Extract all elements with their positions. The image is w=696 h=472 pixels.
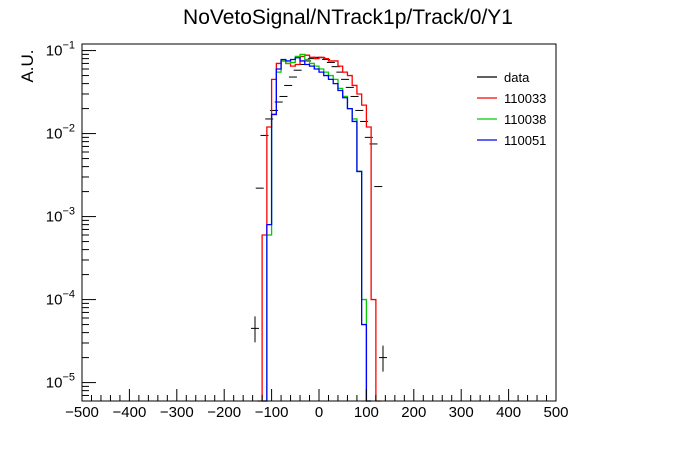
data-point	[251, 316, 260, 343]
data-point	[378, 345, 387, 372]
y-tick-label: 10−5	[46, 372, 75, 392]
x-tick-label: −500	[65, 404, 99, 421]
legend: data 110033 110038 110051	[477, 70, 546, 148]
x-tick-label: 0	[315, 404, 323, 421]
x-tick-label: −400	[113, 404, 147, 421]
legend-label-data: data	[504, 70, 530, 85]
x-tick-label: 500	[543, 404, 568, 421]
x-tick-label: −200	[207, 404, 241, 421]
y-tick-label: 10−2	[46, 123, 75, 143]
series-110051-line	[262, 57, 372, 402]
legend-label-110038: 110038	[504, 112, 546, 127]
x-tick-label: 400	[496, 404, 521, 421]
y-tick-label: 10−1	[46, 40, 75, 60]
x-tick-label: 100	[354, 404, 379, 421]
series-110033-line	[257, 54, 381, 402]
x-tick-label: 300	[449, 404, 474, 421]
x-tick-label: −100	[255, 404, 289, 421]
x-tick-label: 200	[401, 404, 426, 421]
y-axis: 10−5 10−4 10−3 10−2 10−1	[46, 40, 96, 402]
legend-label-110033: 110033	[504, 91, 546, 106]
chart-title: NoVetoSignal/NTrack1p/Track/0/Y1	[183, 6, 513, 29]
y-tick-label: 10−4	[46, 289, 75, 309]
y-axis-label: A.U.	[18, 49, 37, 82]
x-axis: −500 −400 −300 −200 −100 0 100 200 300 400 500	[65, 389, 569, 421]
legend-label-110051: 110051	[504, 133, 546, 148]
x-tick-label: −300	[160, 404, 194, 421]
series-110038-line	[262, 53, 372, 402]
series-layer	[251, 53, 387, 402]
y-tick-label: 10−3	[46, 206, 75, 226]
